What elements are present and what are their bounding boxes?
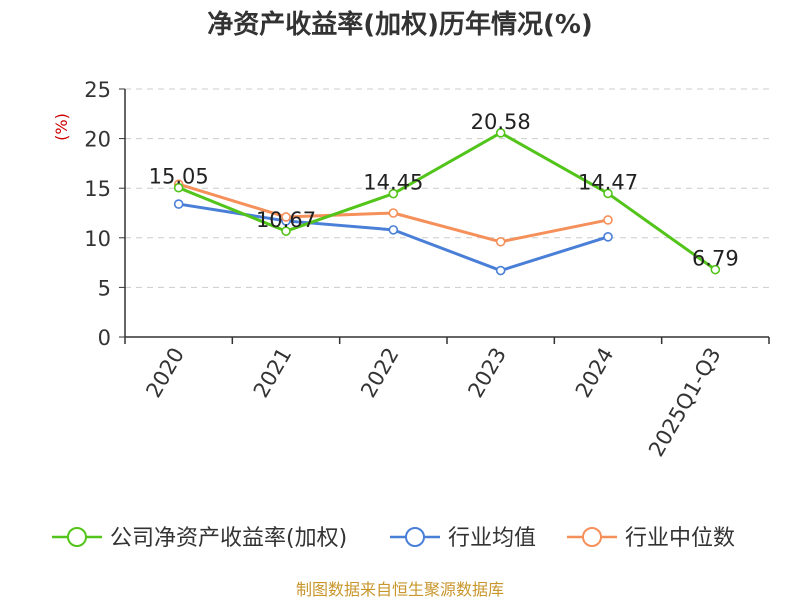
data-point: [603, 188, 613, 199]
axis-layer: 0 5 10 15 20 25 2020 2021 2022 2023 2024 2025Q1-Q3: [84, 78, 770, 461]
data-label: 14.47: [578, 170, 638, 194]
x-tick-label: 2023: [463, 343, 511, 401]
legend-label: 行业中位数: [625, 526, 735, 551]
data-point: [710, 264, 721, 275]
legend-marker: [67, 527, 87, 547]
y-tick-label: 0: [98, 326, 111, 350]
data-label-layer: 15.05 10.67 14.45 20.58 14.47 6.79: [149, 110, 739, 271]
x-tick-label: 2024: [571, 344, 619, 402]
legend-marker: [405, 527, 425, 547]
data-point: [281, 212, 291, 222]
data-point: [495, 236, 506, 247]
x-tick-label: 2021: [249, 344, 297, 402]
x-tick-label: 2022: [356, 344, 404, 402]
x-tick-label: 2025Q1-Q3: [644, 344, 726, 461]
y-tick-label: 5: [98, 276, 111, 300]
data-label: 14.45: [363, 171, 423, 195]
data-label: 10.67: [256, 208, 316, 232]
legend-marker: [582, 527, 602, 547]
data-label: 6.79: [692, 247, 739, 271]
x-tick-label: 2020: [141, 344, 189, 402]
data-point: [281, 226, 291, 236]
legend-label: 公司净资产收益率(加权): [110, 526, 347, 551]
grid-layer: [125, 88, 769, 288]
data-point: [603, 232, 613, 242]
data-point: [495, 128, 506, 138]
data-point: [173, 199, 184, 209]
series-line: [178, 131, 717, 271]
y-tick-label: 15: [84, 177, 111, 201]
source-note: 制图数据来自恒生聚源数据库: [296, 580, 504, 599]
data-point: [388, 208, 399, 218]
y-tick-label: 10: [84, 227, 111, 251]
data-point: [603, 215, 613, 225]
y-axis-label: (%): [52, 113, 71, 141]
y-tick-label: 25: [84, 78, 111, 102]
chart-title: 净资产收益率(加权)历年情况(%): [207, 9, 593, 40]
data-label: 15.05: [149, 165, 209, 189]
series-layer: [173, 128, 721, 276]
legend: 公司净资产收益率(加权) 行业均值 行业中位数: [52, 526, 735, 551]
data-point: [388, 188, 399, 199]
y-tick-label: 20: [84, 128, 111, 152]
data-label: 20.58: [471, 110, 531, 134]
data-point: [173, 182, 184, 193]
data-point: [495, 265, 506, 276]
legend-label: 行业均值: [448, 526, 536, 551]
data-point: [388, 225, 399, 235]
